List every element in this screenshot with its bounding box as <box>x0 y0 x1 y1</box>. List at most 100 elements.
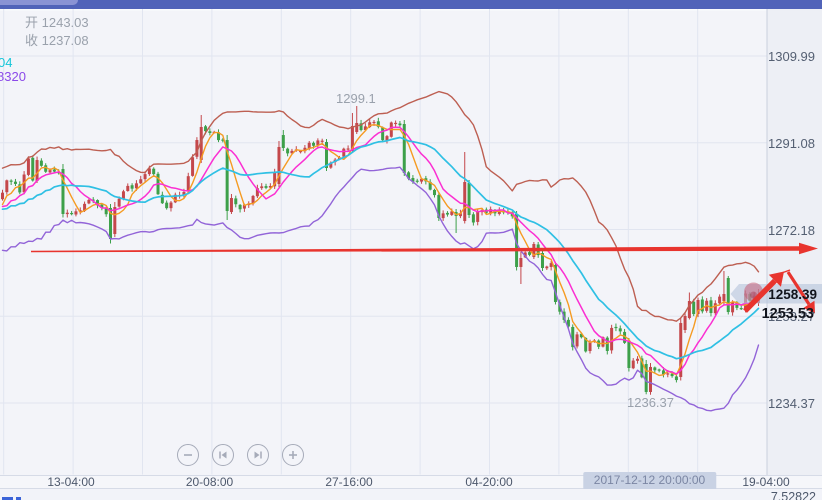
horizontal-trendline[interactable] <box>31 246 800 253</box>
price-axis-label: 1253.27 <box>768 309 815 325</box>
open-label: 开 <box>25 15 39 30</box>
candle <box>100 204 104 208</box>
candle <box>636 358 640 361</box>
candle <box>661 370 665 375</box>
swing-arrow-up-head <box>768 271 784 287</box>
swing-arrow-up[interactable] <box>743 278 777 313</box>
candle <box>109 207 112 239</box>
candle <box>601 337 605 347</box>
candle <box>255 188 259 197</box>
candle <box>394 122 398 125</box>
candle <box>372 121 376 124</box>
candle <box>225 140 229 212</box>
candle <box>35 160 39 182</box>
time-axis-label: 13-04:00 <box>47 475 95 489</box>
skip-back-button[interactable] <box>212 444 234 466</box>
candle <box>571 326 575 348</box>
swing-low-annotation: 1236.37 <box>627 395 674 410</box>
candle <box>445 212 449 215</box>
candle <box>437 194 441 218</box>
candle <box>610 327 614 351</box>
candle <box>575 334 579 347</box>
time-axis-label: 27-16:00 <box>325 475 373 489</box>
indicator-line-boll-upper[interactable] <box>1 90 760 322</box>
chart-background <box>0 9 822 500</box>
candle <box>579 333 583 338</box>
trendline-arrow-head <box>799 242 818 255</box>
candle <box>61 169 65 214</box>
candle <box>5 180 9 193</box>
price-axis-label: 1309.99 <box>768 49 815 64</box>
candle <box>147 168 151 175</box>
candle <box>346 148 350 150</box>
candle <box>476 211 480 222</box>
candle <box>471 214 475 223</box>
candle <box>316 140 320 146</box>
candle <box>674 376 678 381</box>
candle <box>130 185 134 189</box>
candle <box>739 308 743 310</box>
candle <box>13 181 17 184</box>
candle <box>605 337 609 351</box>
skip-forward-button[interactable] <box>247 444 269 466</box>
price-axis-label: 1234.37 <box>768 396 815 411</box>
topbar-underline <box>0 9 822 11</box>
indicator-line-ma5[interactable] <box>1 123 760 377</box>
secondary-pane-value: 7.52822 <box>770 490 816 500</box>
candle <box>428 181 432 190</box>
candle <box>96 200 100 206</box>
price-axis-background <box>767 9 822 475</box>
candle <box>670 373 674 377</box>
zoom-out-button[interactable] <box>177 444 199 466</box>
candle <box>229 198 233 213</box>
candle <box>420 178 424 182</box>
candle <box>160 194 164 204</box>
candle <box>182 192 186 196</box>
indicator-line-ma10[interactable] <box>1 126 760 375</box>
candle <box>407 172 411 179</box>
candle <box>653 367 657 371</box>
candle <box>87 199 91 204</box>
candle <box>264 186 268 188</box>
candle <box>463 182 467 222</box>
candle <box>566 319 570 327</box>
candle <box>398 123 402 126</box>
candle <box>329 162 333 168</box>
candle <box>627 342 631 368</box>
candle <box>618 328 622 332</box>
candle <box>134 183 138 189</box>
candle <box>18 184 22 193</box>
candle <box>234 198 238 205</box>
candle <box>242 204 246 209</box>
time-axis-label: 20-08:00 <box>185 475 234 489</box>
chart-zoom-controls <box>177 444 304 466</box>
open-price-readout: 开 1243.03 <box>25 14 89 32</box>
swing-arrow-down[interactable] <box>786 271 811 306</box>
candle <box>39 160 43 166</box>
candle <box>355 122 359 132</box>
candle <box>208 131 212 133</box>
candle <box>307 142 311 149</box>
candle <box>173 194 177 203</box>
indicator-line-boll-lower[interactable] <box>1 166 760 412</box>
candle <box>679 323 683 377</box>
candle <box>165 202 169 209</box>
price-axis-label: 1272.18 <box>768 222 815 238</box>
candle <box>9 180 13 182</box>
candle <box>91 199 95 201</box>
candle <box>700 299 704 312</box>
candle <box>450 211 454 215</box>
candle <box>221 139 225 141</box>
indicator-line-ma20[interactable] <box>1 136 760 360</box>
candle <box>368 122 372 127</box>
ma-value-fragment-cyan: 04 <box>0 55 13 70</box>
candle <box>260 186 264 189</box>
zoom-in-button[interactable] <box>282 444 304 466</box>
candle <box>320 140 324 142</box>
candle <box>126 185 130 192</box>
open-value: 1243.03 <box>41 15 89 30</box>
candle <box>588 341 592 352</box>
candle <box>640 358 644 378</box>
window-top-tab[interactable] <box>0 0 78 5</box>
